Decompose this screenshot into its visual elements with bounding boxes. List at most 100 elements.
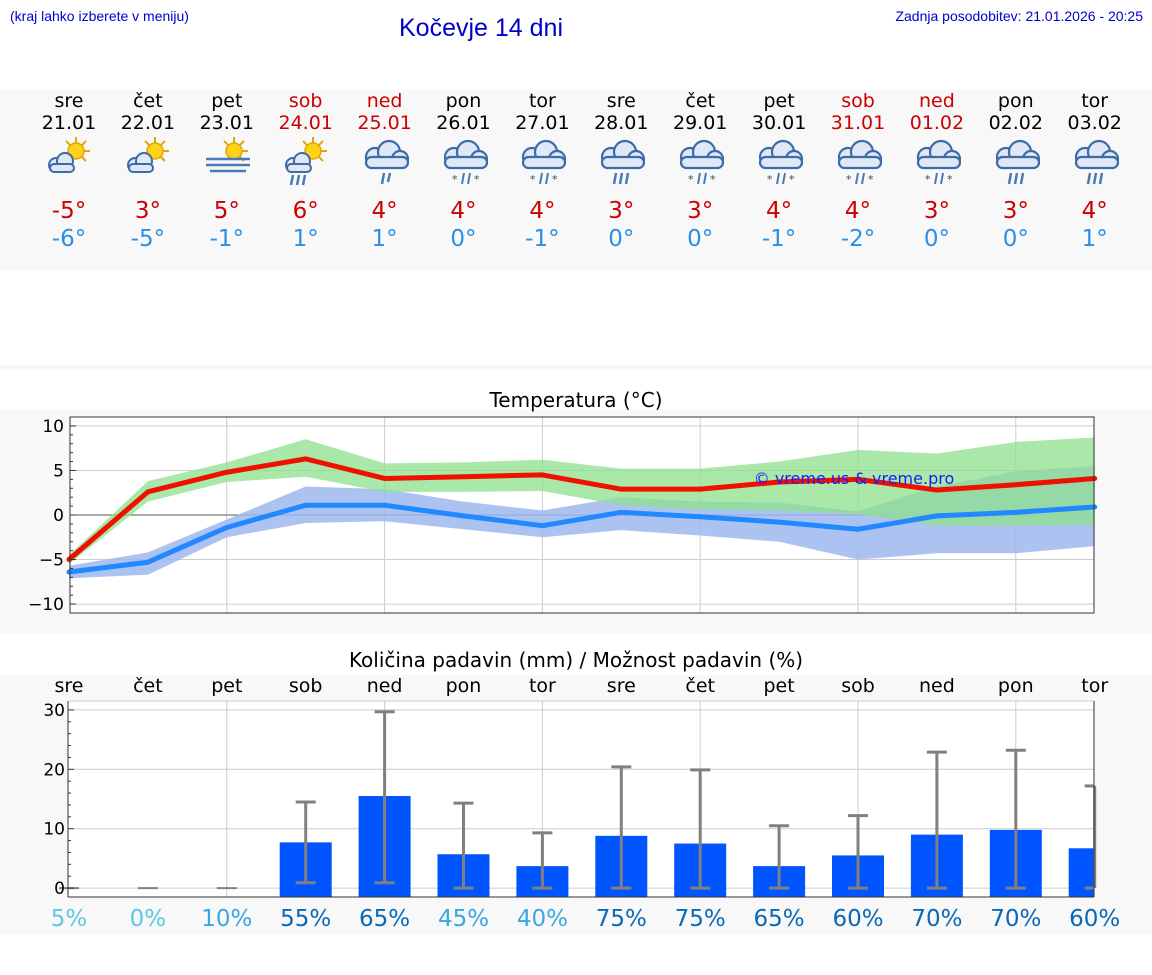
max-temperature: 3° [687,198,714,224]
precipitation-error-bar [690,768,711,890]
y-tick-label: 0 [53,506,64,526]
day-label: sob [289,675,323,697]
sun-part [223,137,248,162]
precipitation-probability: 60% [1069,906,1120,932]
max-temperature: 3° [923,198,950,224]
y-tick-label: −5 [39,551,64,571]
day-name: sob [841,90,875,112]
max-temperature-point [1092,475,1098,481]
min-temperature: 0° [608,226,635,252]
svg-text:*: * [868,173,874,186]
day-date: 28.01 [594,112,649,134]
cloud-light-rain-icon [364,139,409,185]
max-temperature: 3° [608,198,635,224]
day-name: pet [763,90,795,112]
y-tick-label: 30 [43,701,65,721]
precipitation-probability: 0% [130,906,167,932]
sun-part [301,137,327,162]
precipitation-probability: 10% [201,906,252,932]
precipitation-error-bar [1005,748,1026,890]
cloud-sleet-icon: * * [522,139,567,186]
svg-text:*: * [767,173,773,186]
cloud-rain-icon [601,139,646,185]
day-name: tor [1081,90,1109,112]
day-name: pon [997,90,1034,112]
svg-text:*: * [925,173,931,186]
min-temperature-point [382,502,388,508]
svg-text:*: * [710,173,716,186]
divider [0,365,1152,370]
precipitation-probability: 70% [990,906,1041,932]
max-temperature-point [303,456,309,462]
day-label: sre [607,675,636,697]
svg-text:*: * [452,173,458,186]
svg-text:*: * [530,173,536,186]
precipitation-probability: 45% [438,906,489,932]
sun-part [144,137,169,162]
location-hint: (kraj lahko izberete v meniju) [10,8,189,24]
min-temperature: 1° [1081,226,1108,252]
min-temperature-point [934,513,940,519]
min-temperature-point [224,524,230,530]
day-name: sob [288,90,323,112]
precipitation-bar [1068,848,1094,897]
max-temperature: -5° [51,198,87,224]
day-name: sre [54,90,84,112]
day-label: pon [446,675,482,697]
forecast-strip [0,90,1152,270]
precipitation-probability: 5% [51,906,88,932]
min-temperature: -2° [840,226,876,252]
day-label: pon [998,675,1034,697]
cloud-rain-icon [995,139,1040,185]
precipitation-error-bar [769,824,790,890]
day-date: 25.01 [357,112,412,134]
day-label: pet [763,675,794,697]
y-tick-label: 10 [43,820,65,840]
min-temperature: 0° [687,226,714,252]
min-temperature: -1° [209,226,245,252]
max-temperature: 4° [766,198,793,224]
max-temperature-point [145,489,151,495]
cloud-sleet-icon: * * [916,139,961,186]
day-date: 23.01 [199,112,254,134]
sun-fog-icon [205,137,250,173]
day-name: ned [918,90,955,112]
precipitation-error-bar [532,831,553,890]
temperature-chart: 10 5 0 −5 −10 © vreme.us & vreme.pro [28,416,1098,615]
max-temperature-point [776,479,782,485]
max-temperature: 4° [844,198,872,224]
precipitation-error-bar [848,814,868,890]
max-temperature: 5° [213,198,240,224]
max-temperature-line [67,456,1095,562]
precipitation-probability: 55% [280,906,331,932]
precipitation-error-bar [1084,784,1097,890]
min-temperature-point [303,502,309,508]
day-name: pet [211,90,243,112]
min-temperature-point [618,509,624,515]
min-temperature-point [539,523,545,529]
day-name: ned [366,90,403,112]
min-temperature-range-band [69,466,1095,579]
y-tick-label: 0 [54,879,65,899]
y-tick-label: −10 [28,595,64,615]
last-updated: Zadnja posodobitev: 21.01.2026 - 20:25 [895,8,1143,24]
max-temperature-point [539,472,545,478]
max-temperature-point [697,486,703,492]
day-date: 27.01 [515,112,570,134]
day-name: pon [445,90,482,112]
svg-text:*: * [688,173,694,186]
max-temperature: 3° [134,198,161,224]
precipitation-error-bar [453,801,474,890]
svg-text:*: * [789,173,795,186]
day-date: 02.02 [988,112,1043,134]
min-temperature-point [1092,504,1098,510]
min-temperature: 0° [1002,226,1029,252]
min-temperature-line [68,502,1095,575]
day-label: ned [919,675,955,697]
day-label: sre [55,675,84,697]
min-temperature: -1° [525,226,560,252]
svg-text:*: * [846,173,852,186]
min-temperature: 1° [371,226,398,252]
precipitation-error-bar [295,800,316,885]
day-label: čet [685,675,715,697]
